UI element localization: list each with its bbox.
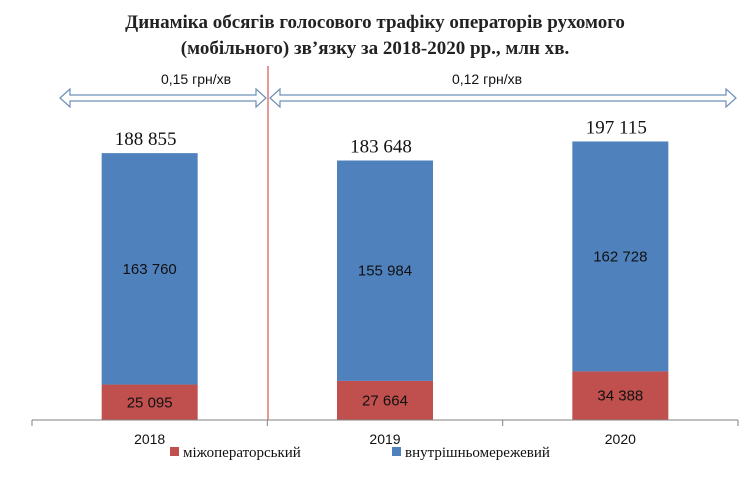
- bar-intra-network-2018: [101, 153, 198, 385]
- data-label-intra-network-2020: 162 728: [593, 248, 647, 265]
- bar-inter-operator-2018: [101, 384, 198, 420]
- bar-intra-network-2019: [337, 160, 433, 381]
- bars-group: 25 095 163 760 188 855 27 664 155 984 183 648…: [101, 117, 669, 420]
- total-label-2018: 188 855: [115, 129, 177, 150]
- bar-inter-operator-2019: [337, 380, 433, 420]
- x-axis-ticks: 2018 2019 2020: [31, 420, 739, 447]
- total-label-2020: 197 115: [586, 117, 647, 138]
- x-tick-label-2020: 2020: [605, 431, 636, 447]
- bar-inter-operator-2020: [572, 371, 669, 420]
- total-label-2019: 183 648: [350, 136, 412, 157]
- chart-title-line-1: Динаміка обсягів голосового трафіку опер…: [125, 12, 625, 33]
- price-period-arrow: [269, 87, 737, 109]
- price-period-arrow: [59, 87, 267, 109]
- data-label-inter-operator-2018: 25 095: [127, 394, 173, 411]
- data-label-inter-operator-2020: 34 388: [597, 388, 643, 405]
- legend: міжоператорський внутрішньомережевий: [170, 445, 550, 461]
- price-period-label: 0,12 грн/хв: [452, 71, 522, 87]
- bar-intra-network-2020: [572, 141, 669, 372]
- data-label-inter-operator-2019: 27 664: [362, 392, 408, 409]
- price-period-arrows: 0,15 грн/хв 0,12 грн/хв: [59, 66, 737, 420]
- data-label-intra-network-2018: 163 760: [123, 261, 177, 278]
- chart-title-line-2: (мобільного) зв’язку за 2018-2020 рр., м…: [181, 38, 569, 59]
- x-tick-label-2018: 2018: [134, 431, 165, 447]
- legend-label-inter-operator: міжоператорський: [183, 445, 301, 461]
- legend-swatch-inter-operator: [170, 447, 179, 456]
- x-tick-label-2019: 2019: [369, 431, 400, 447]
- legend-label-intra-network: внутрішньомережевий: [405, 445, 550, 461]
- data-label-intra-network-2019: 155 984: [358, 263, 412, 280]
- price-period-label: 0,15 грн/хв: [161, 71, 231, 87]
- legend-swatch-intra-network: [392, 447, 401, 456]
